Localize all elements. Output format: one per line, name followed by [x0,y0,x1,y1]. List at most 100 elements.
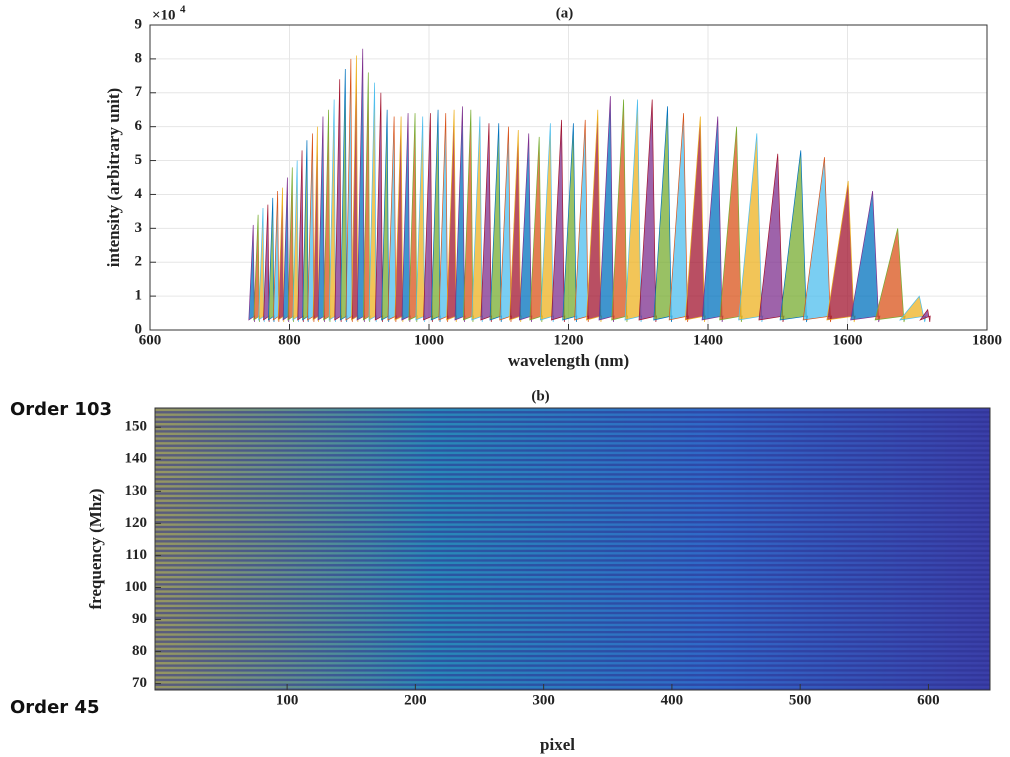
spectral-peak [802,157,833,323]
spectral-peak [362,72,371,323]
x-tick-label: 1400 [693,332,723,348]
x-tick-label: 600 [917,692,940,708]
spectral-peak [415,116,426,323]
spectral-peak [438,113,449,323]
top-order-label: Order 103 [10,399,112,420]
y-tick-label: 90 [132,611,147,627]
x-axis-label: pixel [540,735,575,754]
spectral-peak [430,109,441,323]
spectral-peak [317,116,326,323]
spectral-peak [489,123,503,323]
x-tick-label: 400 [661,692,684,708]
y-tick-label: 100 [125,579,148,595]
x-tick-label: 600 [139,332,162,348]
spectral-peak [574,119,590,323]
spectral-peak [394,116,404,323]
heatmap-stripes [155,408,990,690]
spectral-peak [446,109,458,323]
x-tick-label: 1000 [414,332,444,348]
spectral-peak [328,99,337,323]
spectral-peak [356,48,366,323]
y-tick-label: 8 [135,50,143,66]
y-tick-label: 2 [135,254,143,270]
y-tick-label: 120 [125,515,148,531]
spectral-peak [282,177,290,323]
spectral-peak [919,308,931,323]
spectral-peak [297,150,304,323]
chart-title: (a) [556,5,574,21]
spectral-peak [408,113,418,323]
spectral-peak [539,123,555,323]
spectral-peak [684,116,706,323]
spectral-peak [334,79,342,323]
spectral-peak [462,109,474,323]
spectral-peak [381,109,390,323]
spectral-peak [267,197,275,323]
spectral-peak [423,113,434,323]
y-tick-label: 140 [125,451,148,467]
spectral-peak [586,109,602,323]
spectral-peak [272,191,280,323]
spectral-peak [480,123,493,323]
spectra [248,48,931,323]
spectral-peak [701,116,724,323]
spectral-peak [248,224,256,323]
spectral-peak [638,99,658,323]
spectral-peak [668,113,689,323]
x-tick-label: 1800 [972,332,1002,348]
spectral-peak [471,116,484,323]
y-tick-label: 110 [125,547,147,563]
y-tick-label: 80 [132,643,147,659]
spectral-peak [826,180,856,323]
spectral-peak [850,190,881,323]
x-tick-label: 800 [278,332,301,348]
x-tick-label: 500 [789,692,812,708]
spectral-peak [387,116,397,323]
spectral-peak [307,133,315,323]
y-tick-label: 4 [135,186,143,202]
y-tick-label: 7 [135,84,143,100]
y-tick-label: 6 [135,118,143,134]
spectral-peak [562,123,578,323]
spectral-peak [624,99,643,323]
y-tick-label: 70 [132,675,147,691]
bottom-order-label: Order 45 [10,697,99,718]
spectral-peak [277,187,285,323]
x-tick-label: 1200 [554,332,584,348]
spectral-peak [287,167,295,323]
y-axis-label: frequency (Mhz) [86,488,105,609]
spectral-peak [874,228,906,323]
y-scale-exponent: 4 [180,4,186,16]
y-tick-label: 1 [135,288,143,304]
spectral-peak [253,214,260,323]
spectral-peak [323,109,331,323]
spectral-peak [351,55,359,323]
spectral-peak [758,153,785,323]
y-tick-label: 0 [135,321,143,337]
x-tick-label: 100 [276,692,299,708]
x-axis-label: wavelength (nm) [508,351,629,370]
spectral-peak [509,130,522,323]
x-tick-label: 200 [404,692,427,708]
spectral-peak [551,119,566,323]
spectral-peak [499,126,512,323]
spectral-peak [653,106,673,323]
spectral-peak [302,140,309,323]
spectral-peak [345,58,353,323]
spectral-peak [258,207,265,323]
chart-title: (b) [531,388,549,404]
spectral-peak [611,99,628,323]
y-tick-label: 5 [135,152,143,168]
spectral-peak [518,133,533,323]
spectral-peak [598,96,615,323]
spectral-peak [263,204,270,323]
x-tick-label: 1600 [833,332,863,348]
spectral-peak [312,126,320,323]
spectral-peak [401,113,411,323]
spectral-peak [738,133,764,323]
y-tick-label: 150 [125,419,148,435]
y-tick-label: 130 [125,483,148,499]
y-tick-label: 9 [135,16,143,32]
plot-frame [154,407,991,691]
spectral-peak [339,69,348,323]
